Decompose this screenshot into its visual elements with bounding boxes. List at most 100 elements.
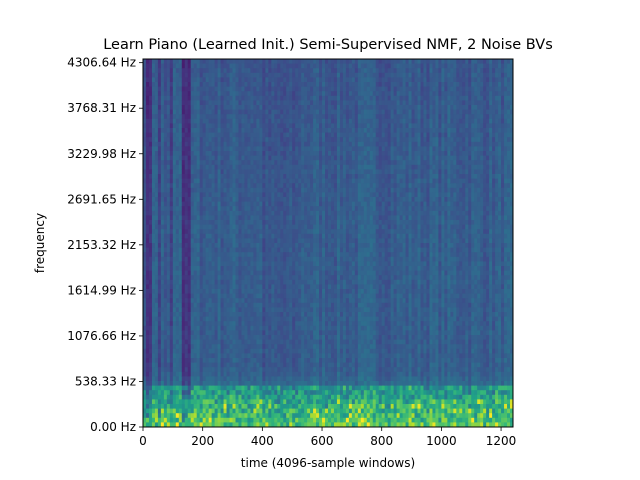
heatmap-cell (196, 348, 201, 354)
heatmap-cell (304, 367, 308, 373)
heatmap-cell (241, 109, 245, 115)
heatmap-cell (184, 164, 189, 170)
heatmap-cell (143, 141, 147, 147)
heatmap-cell (322, 284, 326, 290)
heatmap-cell (316, 371, 320, 377)
heatmap-cell (280, 169, 284, 175)
heatmap-cell (196, 220, 201, 225)
heatmap-cell (151, 224, 156, 230)
heatmap-cell (232, 187, 236, 193)
heatmap-cell (265, 362, 269, 368)
heatmap-cell (157, 114, 162, 120)
heatmap-cell (313, 183, 317, 189)
heatmap-cell (286, 197, 290, 202)
heatmap-cell (175, 118, 180, 124)
heatmap-cell (205, 220, 210, 225)
heatmap-cell (169, 201, 174, 207)
heatmap-cell (196, 206, 201, 212)
heatmap-cell (148, 376, 153, 382)
heatmap-cell (238, 229, 242, 235)
heatmap-cell (307, 413, 311, 419)
heatmap-cell (175, 59, 180, 64)
heatmap-cell (307, 404, 311, 409)
heatmap-cell (154, 381, 159, 386)
heatmap-cell (271, 151, 275, 156)
heatmap-cell (154, 91, 159, 97)
heatmap-cell (229, 266, 233, 271)
heatmap-cell (181, 353, 186, 359)
heatmap-cell (181, 146, 186, 152)
heatmap-cell (211, 284, 216, 290)
heatmap-cell (211, 358, 216, 363)
heatmap-cell (151, 298, 156, 304)
heatmap-cell (157, 358, 162, 363)
heatmap-cell (259, 63, 263, 69)
heatmap-cell (286, 206, 290, 212)
heatmap-cell (271, 307, 275, 313)
heatmap-cell (271, 215, 275, 221)
heatmap-cell (178, 238, 183, 244)
heatmap-cell (169, 422, 174, 427)
heatmap-cell (154, 348, 159, 354)
heatmap-cell (307, 220, 311, 225)
heatmap-cell (157, 266, 162, 271)
heatmap-cell (178, 141, 183, 147)
heatmap-cell (196, 284, 201, 290)
heatmap-cell (145, 128, 150, 133)
heatmap-cell (232, 399, 236, 405)
heatmap-cell (148, 252, 153, 258)
heatmap-cell (313, 256, 317, 262)
heatmap-cell (175, 206, 180, 212)
heatmap-cell (232, 330, 236, 336)
heatmap-cell (322, 243, 326, 248)
heatmap-cell (160, 91, 165, 97)
heatmap-cell (208, 298, 213, 304)
heatmap-cell (253, 256, 257, 262)
heatmap-cell (268, 266, 272, 271)
heatmap-cell (151, 164, 156, 170)
heatmap-cell (274, 417, 278, 423)
heatmap-cell (295, 367, 299, 373)
heatmap-cell (199, 335, 204, 340)
heatmap-cell (193, 118, 198, 124)
heatmap-cell (268, 353, 272, 359)
heatmap-cell (310, 404, 314, 409)
heatmap-cell (181, 261, 186, 267)
heatmap-cell (145, 371, 150, 377)
heatmap-cell (160, 413, 165, 419)
heatmap-cell (268, 312, 272, 317)
heatmap-cell (289, 183, 293, 189)
heatmap-cell (307, 192, 311, 198)
heatmap-cell (163, 339, 168, 345)
heatmap-cell (313, 206, 317, 212)
heatmap-cell (277, 77, 281, 83)
heatmap-cell (217, 229, 221, 235)
heatmap-cell (169, 293, 174, 299)
heatmap-cell (172, 330, 177, 336)
heatmap-cell (244, 385, 248, 391)
heatmap-cell (271, 344, 275, 350)
heatmap-cell (265, 344, 269, 350)
heatmap-cell (214, 174, 218, 179)
heatmap-cell (274, 243, 278, 248)
heatmap-cell (223, 293, 227, 299)
heatmap-cell (301, 164, 305, 170)
heatmap-cell (271, 118, 275, 124)
heatmap-cell (178, 413, 183, 419)
heatmap-cell (214, 155, 218, 161)
heatmap-cell (226, 321, 230, 327)
heatmap-cell (175, 284, 180, 290)
heatmap-cell (244, 128, 248, 133)
heatmap-cell (154, 417, 159, 423)
heatmap-cell (229, 293, 233, 299)
heatmap-cell (325, 330, 329, 336)
heatmap-cell (280, 330, 284, 336)
heatmap-cell (241, 160, 245, 166)
heatmap-cell (154, 109, 159, 115)
heatmap-cell (253, 293, 257, 299)
heatmap-cell (313, 321, 317, 327)
heatmap-cell (196, 82, 201, 87)
heatmap-cell (211, 353, 216, 359)
heatmap-cell (157, 187, 162, 193)
heatmap-cell (325, 390, 329, 396)
